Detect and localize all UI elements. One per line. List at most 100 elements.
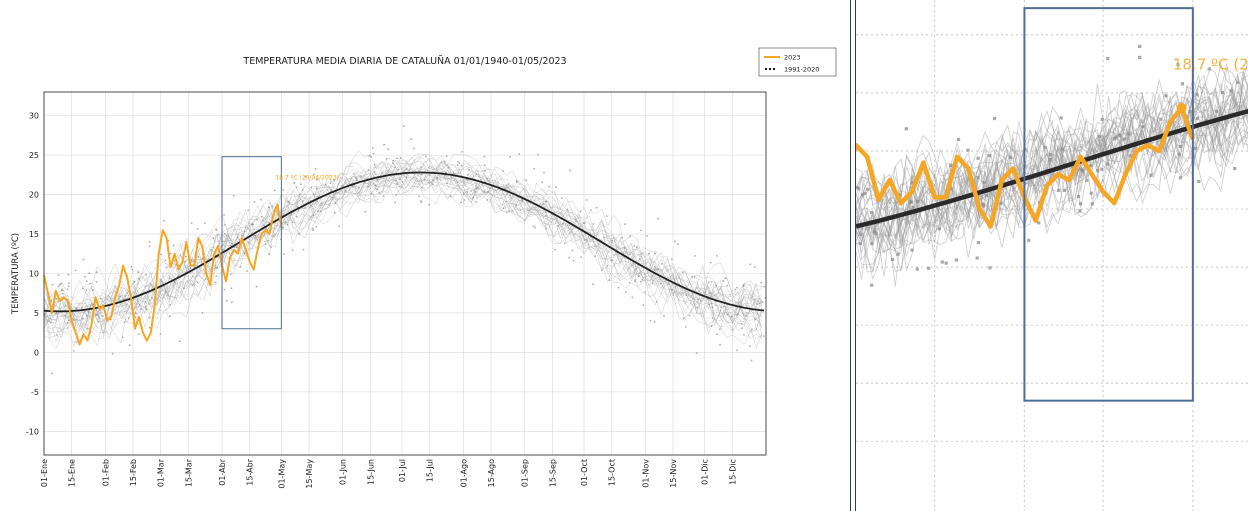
- historical-point: [95, 281, 98, 283]
- historical-point: [456, 181, 459, 184]
- historical-point: [88, 272, 90, 275]
- historical-point: [516, 181, 518, 183]
- x-tick-label: 01-May: [277, 459, 286, 489]
- historical-point: [695, 352, 698, 354]
- zoom-historical-point: [1100, 117, 1104, 121]
- historical-point: [373, 171, 376, 174]
- historical-point: [401, 180, 404, 183]
- historical-point: [674, 240, 676, 243]
- historical-point: [579, 210, 582, 213]
- zoom-historical-point: [1159, 117, 1163, 121]
- historical-point: [420, 173, 423, 176]
- climatology-mean-curve: [43, 171, 765, 313]
- historical-point: [445, 155, 448, 158]
- historical-point: [214, 266, 217, 269]
- series-2023-line: [43, 203, 283, 346]
- historical-point: [663, 314, 665, 317]
- historical-point: [671, 288, 673, 291]
- historical-point: [184, 260, 187, 263]
- historical-point: [148, 245, 151, 248]
- historical-point: [223, 288, 226, 291]
- zoom-max-marker: [1176, 103, 1187, 114]
- historical-point: [138, 333, 141, 335]
- historical-point: [374, 184, 377, 187]
- historical-point: [164, 259, 167, 262]
- historical-point: [443, 160, 446, 163]
- historical-point: [312, 173, 315, 176]
- historical-point: [74, 269, 77, 272]
- historical-point: [92, 289, 95, 291]
- historical-point: [223, 214, 226, 216]
- x-tick-label: 01-Abr: [218, 458, 227, 485]
- historical-point: [750, 328, 753, 331]
- historical-point: [677, 243, 679, 246]
- zoom-historical-point: [954, 258, 958, 262]
- historical-point: [167, 239, 170, 242]
- historical-point: [484, 169, 486, 172]
- historical-point: [566, 208, 569, 211]
- historical-point: [95, 271, 98, 274]
- historical-point: [761, 301, 764, 303]
- historical-point: [446, 182, 448, 185]
- zoom-historical-point: [1195, 117, 1199, 121]
- historical-point: [550, 221, 553, 223]
- historical-point: [395, 194, 398, 196]
- x-tick-label: 01-Sep: [521, 459, 530, 487]
- historical-point: [134, 316, 137, 319]
- historical-point: [333, 211, 336, 214]
- historical-point: [282, 189, 285, 191]
- historical-point: [312, 192, 315, 195]
- historical-point: [351, 185, 354, 187]
- historical-point: [315, 226, 317, 228]
- y-tick-label: 5: [34, 309, 39, 318]
- historical-point: [87, 310, 90, 313]
- historical-point: [167, 294, 170, 297]
- historical-point: [127, 317, 130, 319]
- historical-point: [214, 281, 217, 284]
- historical-point: [634, 279, 636, 281]
- historical-point: [68, 282, 70, 285]
- historical-trace: [43, 165, 763, 333]
- zoom-historical-point: [1037, 221, 1041, 225]
- historical-point: [324, 183, 327, 186]
- historical-point: [394, 201, 396, 204]
- zoom-panel: 18.7 ºC (29/04: [855, 0, 1248, 511]
- historical-point: [472, 196, 475, 199]
- historical-trace: [43, 166, 763, 344]
- historical-point: [463, 199, 466, 201]
- historical-point: [392, 159, 395, 162]
- historical-point: [312, 229, 315, 232]
- historical-point: [190, 222, 193, 224]
- historical-point: [119, 295, 122, 298]
- historical-point: [483, 190, 486, 193]
- zoom-historical-point: [1141, 125, 1145, 129]
- historical-point: [489, 187, 492, 190]
- historical-point: [148, 316, 151, 319]
- zoom-historical-point: [863, 191, 867, 195]
- historical-point: [606, 265, 609, 267]
- historical-point: [483, 155, 486, 158]
- historical-point: [640, 280, 642, 283]
- zoom-historical-point: [1106, 57, 1110, 61]
- legend-swatch-1991-2020: [764, 67, 768, 71]
- zoom-historical-point: [1113, 137, 1117, 141]
- historical-point: [355, 179, 358, 182]
- historical-point: [272, 235, 275, 238]
- historical-point: [84, 275, 86, 278]
- historical-point: [81, 287, 84, 290]
- zoom-historical-point: [976, 175, 980, 180]
- historical-point: [133, 280, 136, 283]
- historical-point: [519, 209, 522, 212]
- historical-point: [135, 312, 138, 315]
- historical-point: [483, 164, 486, 167]
- historical-point: [716, 255, 718, 257]
- historical-trace: [43, 157, 763, 332]
- historical-point: [216, 233, 219, 236]
- historical-point: [383, 143, 385, 146]
- zoom-historical-trace: [856, 89, 1248, 266]
- x-tick-label: 15-Oct: [608, 459, 617, 486]
- y-tick-label: 15: [29, 230, 39, 239]
- historical-point: [367, 169, 370, 171]
- historical-point: [159, 333, 162, 335]
- historical-point: [736, 349, 738, 352]
